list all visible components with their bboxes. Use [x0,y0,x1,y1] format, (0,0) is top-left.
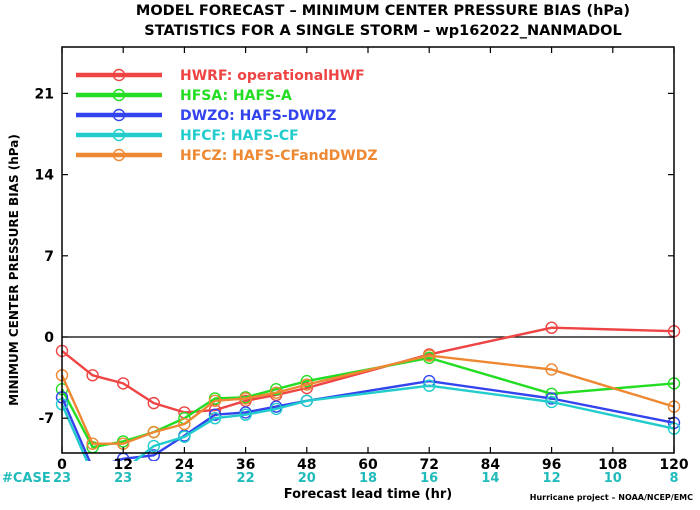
chart-title: MODEL FORECAST – MINIMUM CENTER PRESSURE… [136,3,630,19]
case-count: 23 [53,471,71,486]
case-count: 16 [420,471,438,486]
y-tick-label: 14 [35,168,55,184]
y-tick-label: 0 [44,330,54,346]
data-point [300,381,313,395]
data-point [239,408,252,421]
case-count: 23 [175,471,193,486]
legend-label: HFSA: HAFS-A [180,88,292,104]
legend: HWRF: operationalHWF HFSA: HAFS-A DWZO: HA… [76,68,377,164]
series-line [60,384,675,461]
series-3 [55,379,681,461]
data-point [147,425,161,439]
case-count: 8 [669,471,678,486]
x-tick-label: 12 [113,457,132,473]
legend-item-4: HFCZ: HAFS-CFandDWDZ [76,148,377,164]
data-point [208,394,222,407]
x-tick-label: 72 [419,457,438,473]
legend-label: HFCF: HAFS-CF [180,128,299,144]
data-point [178,430,191,443]
y-tick-label: 21 [35,86,54,102]
data-point [270,386,283,399]
y-tick-label: 7 [44,249,54,265]
legend-item-1: HFSA: HAFS-A [76,88,292,104]
data-point [300,378,313,391]
case-count: 12 [543,471,561,486]
x-tick-label: 48 [297,457,316,473]
legend-item-2: DWZO: HAFS-DWDZ [76,108,336,124]
data-point [545,392,558,405]
legend-item-0: HWRF: operationalHWF [76,68,365,84]
legend-marker [112,88,126,102]
legend-marker [112,128,126,142]
data-point [208,412,222,425]
case-count: 22 [237,471,255,486]
x-axis-label: Forecast lead time (hr) [284,487,452,502]
y-axis-label: MINIMUM CENTER PRESSURE BIAS (hPa) [7,134,21,406]
x-tick-label: 120 [659,457,688,473]
x-tick-label: 0 [57,457,67,473]
data-point [545,395,558,409]
data-point [423,349,436,362]
data-point [545,321,558,334]
data-point [300,374,313,388]
data-point [270,402,283,416]
x-tick-label: 60 [358,457,378,473]
legend-marker [112,148,126,162]
x-tick-label: 96 [542,457,561,473]
legend-label: HFCZ: HAFS-CFandDWDZ [180,148,377,164]
data-point [147,449,160,461]
x-tick-label: 36 [236,457,255,473]
y-tick-label: -7 [38,411,54,427]
case-count: 20 [298,471,316,486]
case-count: 23 [114,471,132,486]
legend-label: HWRF: operationalHWF [180,68,365,84]
data-point [208,408,222,421]
data-point [239,392,252,405]
data-point [300,394,313,407]
legend-item-3: HFCF: HAFS-CF [76,128,299,144]
case-count: 18 [359,471,377,486]
case-count: 14 [481,471,499,486]
data-point [116,377,130,390]
legend-marker [112,68,126,82]
case-count: 10 [604,471,622,486]
x-tick-label: 84 [481,457,501,473]
legend-marker [112,108,126,122]
data-point [178,417,191,431]
data-point [147,439,161,453]
x-tick-label: 24 [175,457,195,473]
data-point [86,369,99,382]
chart-subtitle: STATISTICS FOR A SINGLE STORM – wp162022… [144,23,621,39]
legend-label: DWZO: HAFS-DWDZ [180,108,336,124]
data-point [423,379,436,392]
data-point [86,437,99,450]
data-point [545,363,558,376]
x-tick-label: 108 [598,457,627,473]
data-point [147,396,161,410]
case-count-label: #CASE [2,471,51,486]
credit-text: Hurricane project – NOAA/NCEP/EMC [530,493,693,502]
data-point [270,383,283,396]
